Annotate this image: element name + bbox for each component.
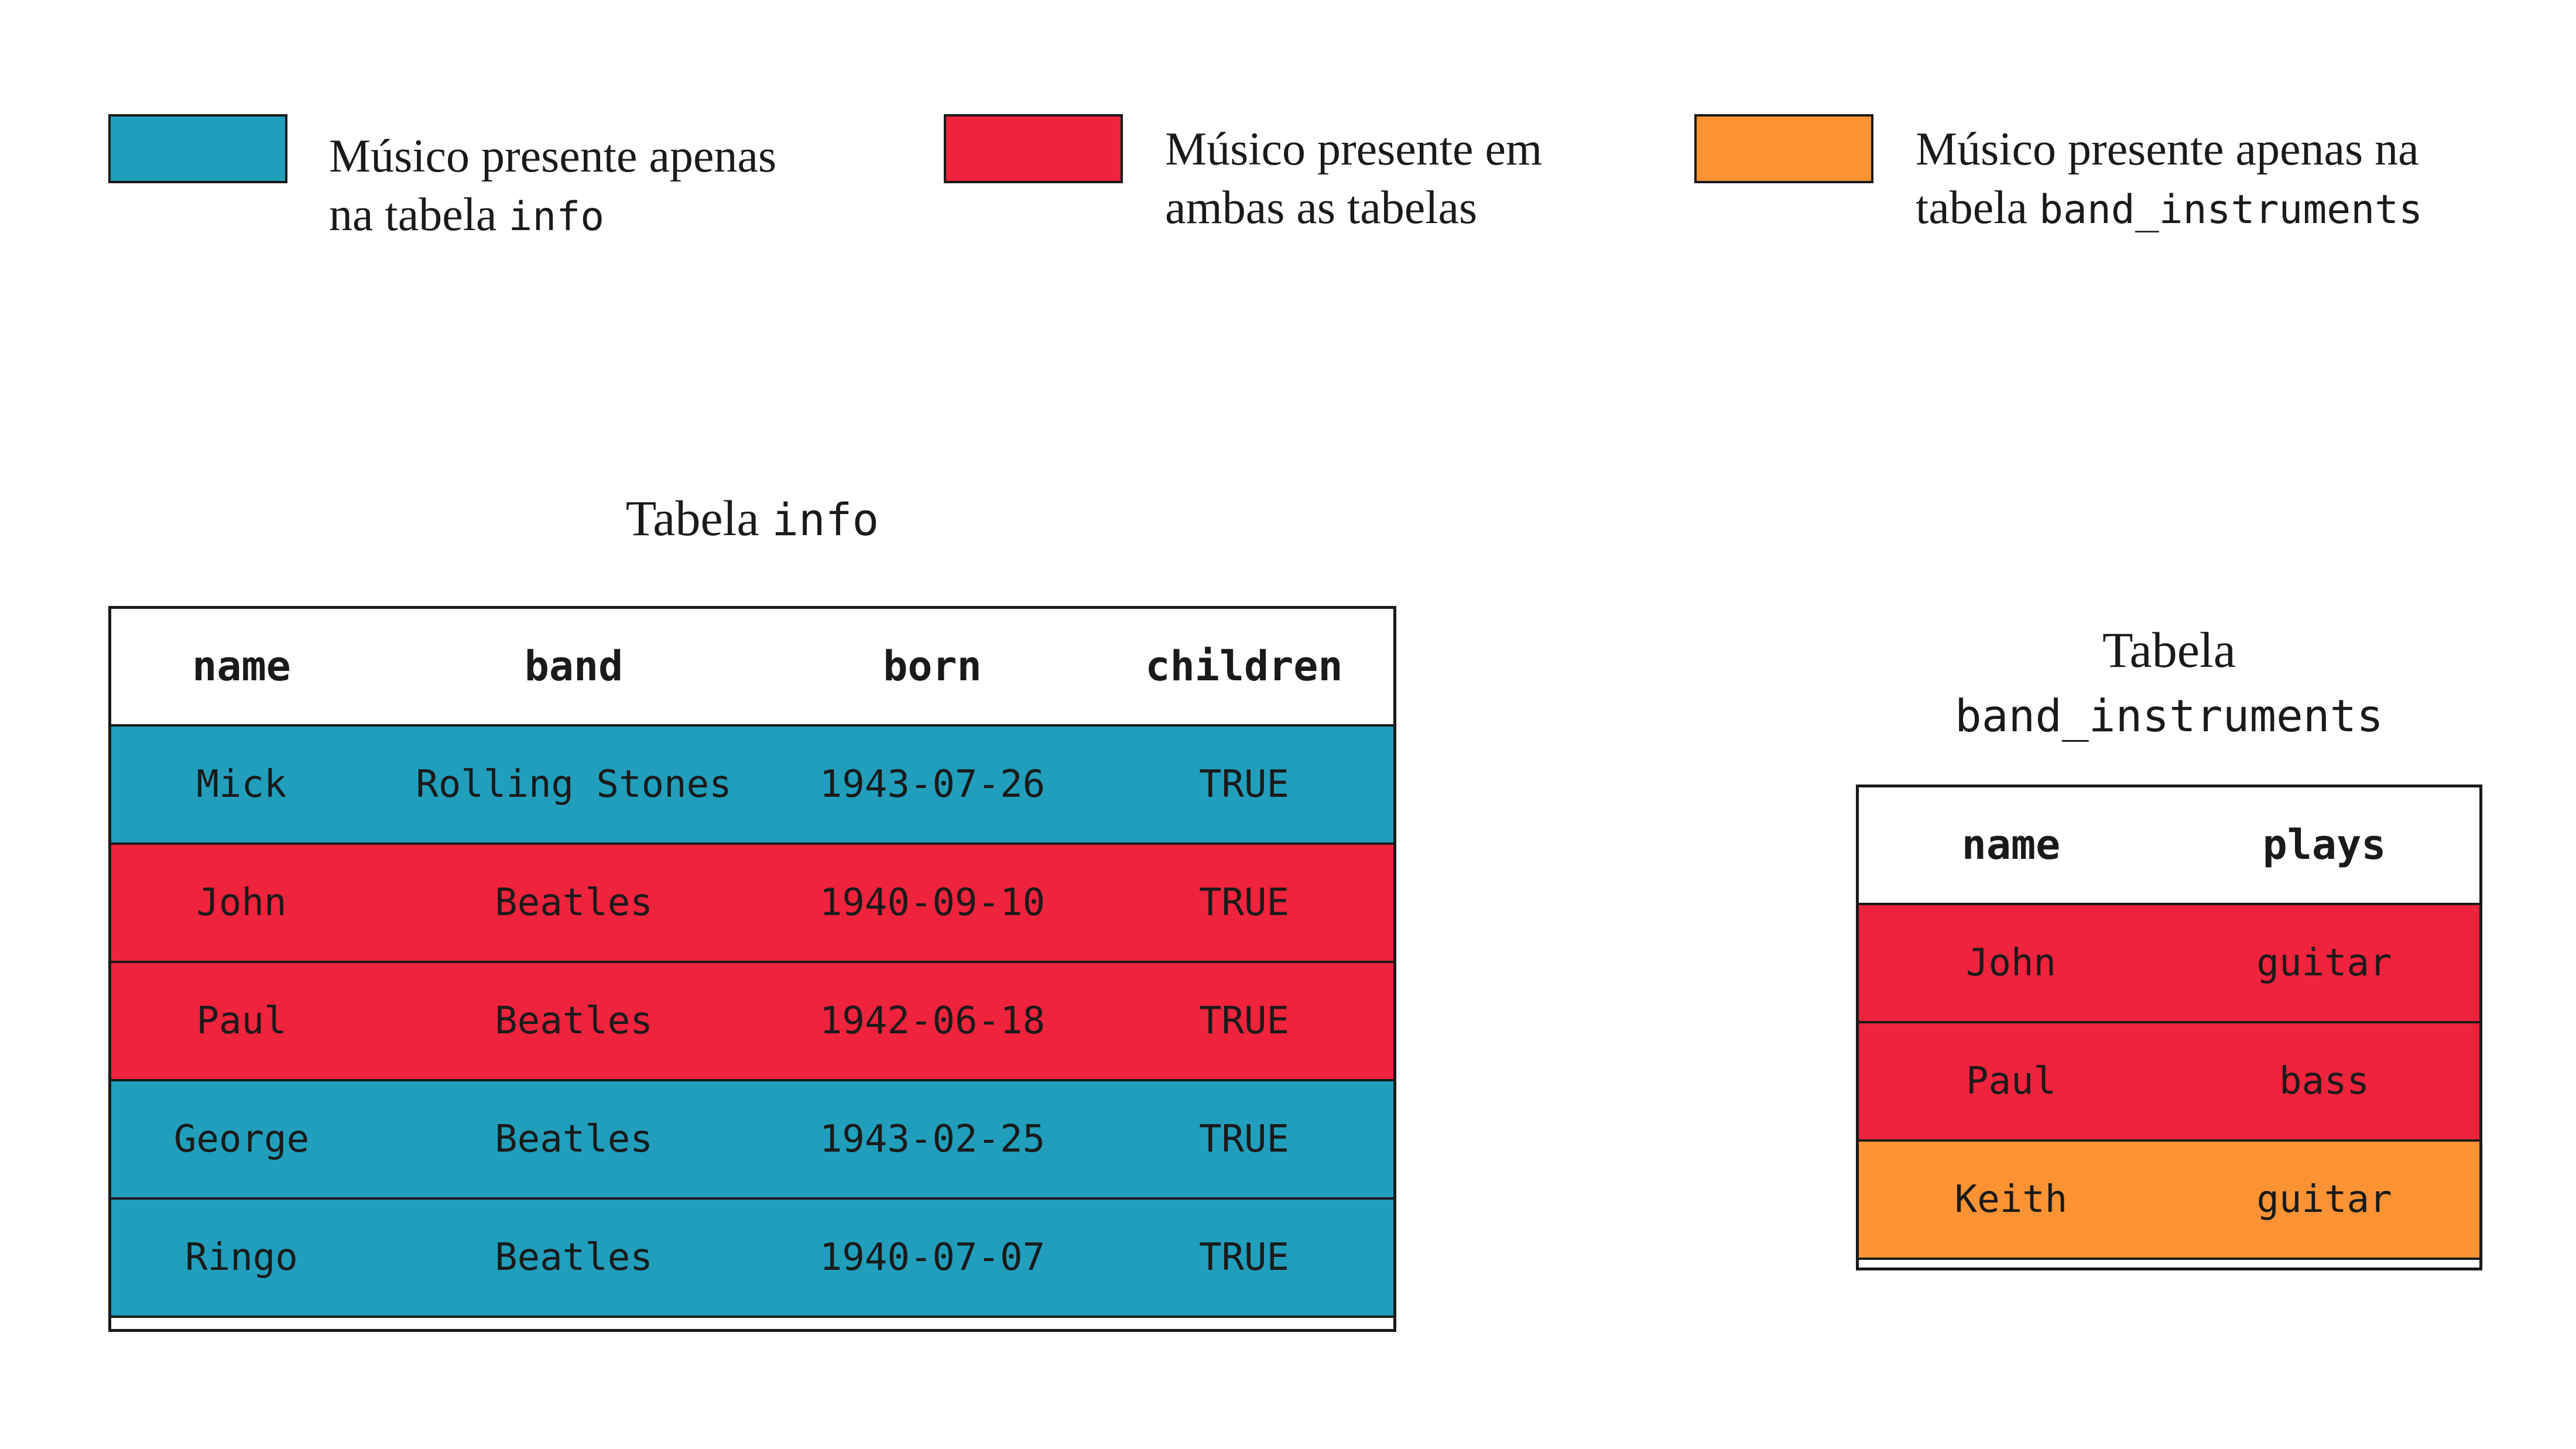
info-table: name band born children Mick Rolling Ston… bbox=[108, 606, 1396, 1318]
table-cell: TRUE bbox=[1092, 1079, 1396, 1200]
table-cell: 1942-06-18 bbox=[773, 961, 1092, 1081]
table-cell: TRUE bbox=[1092, 842, 1396, 963]
legend-swatch-info-only bbox=[108, 114, 287, 183]
table-cell: 1943-02-25 bbox=[773, 1079, 1092, 1200]
info-header-children: children bbox=[1092, 606, 1396, 727]
info-table-row: George Beatles 1943-02-25 TRUE bbox=[108, 1079, 1396, 1200]
table-cell: 1943-07-26 bbox=[773, 724, 1092, 845]
band-instruments-header-row: name plays bbox=[1856, 785, 2482, 905]
info-table-row: John Beatles 1940-09-10 TRUE bbox=[108, 842, 1396, 963]
table-cell: John bbox=[108, 842, 375, 963]
table-cell: bass bbox=[2166, 1021, 2482, 1142]
table-cell: TRUE bbox=[1092, 724, 1396, 845]
info-table-title: Tabela info bbox=[625, 490, 879, 546]
info-table-row: Mick Rolling Stones 1943-07-26 TRUE bbox=[108, 724, 1396, 845]
bi-header-plays: plays bbox=[2166, 785, 2482, 905]
info-table-row: Ringo Beatles 1940-07-07 TRUE bbox=[108, 1197, 1396, 1318]
info-header-born: born bbox=[773, 606, 1092, 727]
legend-label-both: Músico presente em ambas as tabelas bbox=[1165, 124, 1543, 234]
table-cell: 1940-07-07 bbox=[773, 1197, 1092, 1318]
band-instruments-table-row: John guitar bbox=[1856, 903, 2482, 1023]
info-header-name: name bbox=[108, 606, 375, 727]
band-instruments-table-row: Keith guitar bbox=[1856, 1139, 2482, 1260]
info-table-row: Paul Beatles 1942-06-18 TRUE bbox=[108, 961, 1396, 1081]
table-cell: guitar bbox=[2166, 1139, 2482, 1260]
table-cell: George bbox=[108, 1079, 375, 1200]
table-cell: Mick bbox=[108, 724, 375, 845]
table-cell: 1940-09-10 bbox=[773, 842, 1092, 963]
legend-label-band-instruments-only: Músico presente apenas na tabela band_in… bbox=[1916, 124, 2423, 234]
legend-swatch-both bbox=[944, 114, 1123, 183]
table-cell: Beatles bbox=[375, 1079, 773, 1200]
band-instruments-table-title: Tabela band_instruments bbox=[1954, 622, 2384, 742]
table-cell: TRUE bbox=[1092, 961, 1396, 1081]
table-cell: John bbox=[1856, 903, 2166, 1023]
table-cell: Paul bbox=[1856, 1021, 2166, 1142]
table-cell: Keith bbox=[1856, 1139, 2166, 1260]
table-cell: Beatles bbox=[375, 1197, 773, 1318]
info-table-header-row: name band born children bbox=[108, 606, 1396, 727]
table-cell: Rolling Stones bbox=[375, 724, 773, 845]
table-cell: Beatles bbox=[375, 842, 773, 963]
bi-header-name: name bbox=[1856, 785, 2166, 905]
legend-swatch-band-instruments-only bbox=[1694, 114, 1873, 183]
table-cell: Ringo bbox=[108, 1197, 375, 1318]
band-instruments-table-row: Paul bass bbox=[1856, 1021, 2482, 1142]
info-header-band: band bbox=[375, 606, 773, 727]
table-cell: TRUE bbox=[1092, 1197, 1396, 1318]
table-cell: guitar bbox=[2166, 903, 2482, 1023]
table-cell: Beatles bbox=[375, 961, 773, 1081]
legend-label-info-only: Músico presente apenas na tabela info bbox=[329, 131, 777, 241]
band-instruments-table: name plays John guitar Paul bass Keith guitar bbox=[1856, 785, 2482, 1260]
table-cell: Paul bbox=[108, 961, 375, 1081]
